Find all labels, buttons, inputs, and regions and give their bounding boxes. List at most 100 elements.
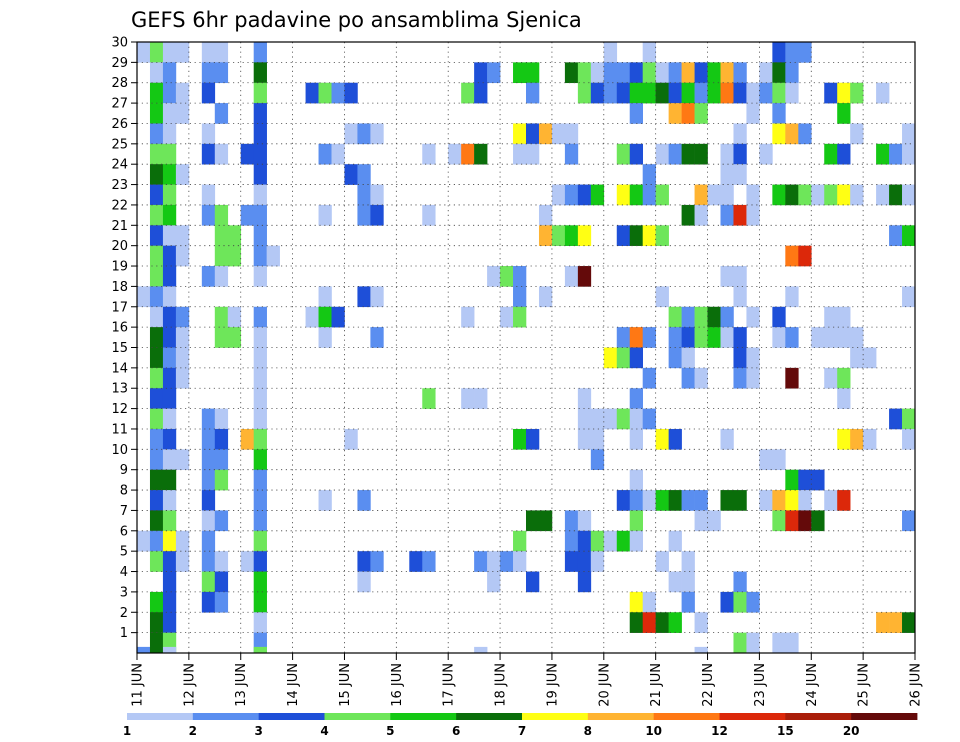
heatmap-cell [175,327,190,348]
heatmap-cell [175,306,190,328]
heatmap-cell [902,286,916,308]
heatmap-cell [149,184,164,206]
y-tick-label: 7 [120,504,128,519]
heatmap-cell [318,82,332,104]
heatmap-cell [720,82,734,104]
heatmap-cell [733,164,747,185]
heatmap-cell [694,646,708,654]
heatmap-cell [149,428,164,450]
heatmap-cell [616,530,631,552]
heatmap-cell [824,143,838,165]
heatmap-cell [422,388,436,409]
heatmap-cell [162,591,177,613]
heatmap-cell [137,530,151,552]
x-tick-label: 18 JUN [494,663,509,707]
heatmap-cell [175,367,190,389]
heatmap-cell [681,306,695,328]
heatmap-cell [214,449,229,470]
heatmap-cell [422,551,436,572]
heatmap-cell [318,327,332,348]
y-tick-label: 4 [120,565,128,580]
heatmap-cell [733,327,747,348]
legend-label: 10 [645,724,662,738]
heatmap-cell [149,510,164,532]
heatmap-cell [149,367,164,389]
heatmap-cell [694,143,708,165]
heatmap-cell [357,571,371,593]
heatmap-cell [201,449,216,470]
heatmap-cell [603,530,618,552]
heatmap-cell [162,266,177,287]
heatmap-cell [655,286,669,308]
heatmap-cell [668,143,682,165]
heatmap-cell [733,490,747,511]
heatmap-cell [811,327,825,348]
heatmap-cell [214,551,229,572]
heatmap-cell [253,388,267,409]
heatmap-cell [590,408,605,430]
heatmap-cell [629,490,643,511]
heatmap-cell [175,225,190,246]
heatmap-cell [162,327,177,348]
heatmap-cell [720,490,734,511]
heatmap-cell [149,245,164,267]
heatmap-cell [655,551,669,572]
heatmap-cell [798,123,812,145]
heatmap-cell [162,530,177,552]
legend-swatch [390,713,457,720]
y-tick-label: 8 [120,484,128,499]
heatmap-cell [694,306,708,328]
heatmap-cell [798,510,812,532]
x-tick-label: 12 JUN [182,663,197,707]
heatmap-cell [162,469,177,491]
legend-swatch [785,713,852,720]
heatmap-cell [720,204,734,226]
heatmap-cell [370,204,384,226]
heatmap-cell [344,164,358,185]
heatmap-cell [551,225,566,246]
heatmap-cell [733,367,747,389]
heatmap-cell [902,510,916,532]
heatmap-cell [629,103,643,124]
heatmap-cell [668,490,682,511]
heatmap-cell [603,62,618,84]
heatmap-cell [214,225,229,246]
heatmap-cell [772,62,786,84]
heatmap-cell [720,62,734,84]
heatmap-cell [162,82,177,104]
heatmap-cell [889,225,903,246]
heatmap-cell [590,449,605,470]
heatmap-cell [214,510,229,532]
heatmap-cell [694,82,708,104]
heatmap-cell [149,306,164,328]
heatmap-cell [500,306,514,328]
heatmap-cell [694,490,708,511]
heatmap-cell [487,551,501,572]
heatmap-cell [642,184,656,206]
heatmap-cell [162,510,177,532]
heatmap-cell [577,62,592,84]
heatmap-cell [513,428,527,450]
heatmap-cell [616,347,631,369]
heatmap-cell [837,103,851,124]
heatmap-cell [603,42,618,63]
heatmap-cell [785,245,799,267]
heatmap-cell [785,510,799,532]
heatmap-cell [526,82,540,104]
heatmap-cell [149,103,164,124]
heatmap-cell [564,225,579,246]
heatmap-cell [837,327,851,348]
heatmap-cell [137,42,151,63]
heatmap-cell [318,143,332,165]
heatmap-cell [837,184,851,206]
heatmap-cell [513,551,527,572]
legend-label: 5 [386,724,394,738]
heatmap-cell [590,62,605,84]
heatmap-cell [837,428,851,450]
heatmap-cell [707,510,721,532]
heatmap-cell [733,571,747,593]
heatmap-cell [149,204,164,226]
heatmap-cell [149,347,164,369]
heatmap-cell [344,82,358,104]
legend-label: 20 [843,724,860,738]
